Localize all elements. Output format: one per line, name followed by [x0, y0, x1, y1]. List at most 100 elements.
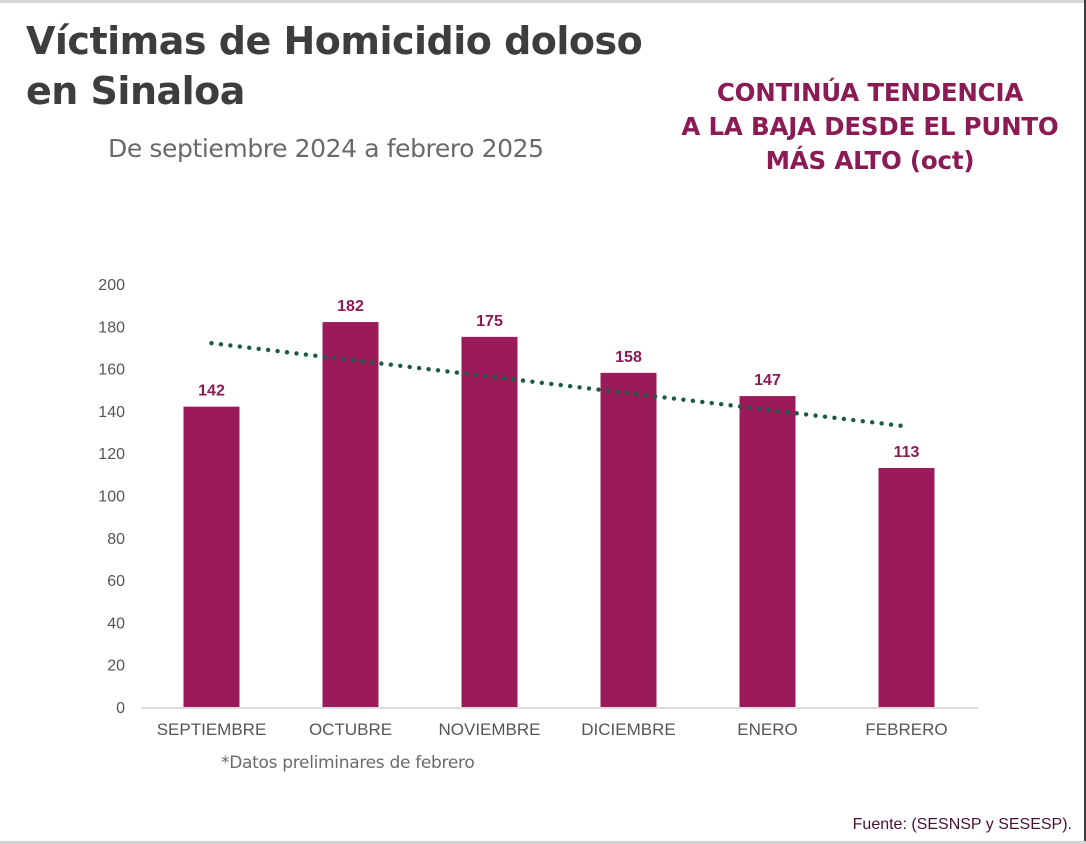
y-tick-label: 120	[98, 446, 125, 463]
x-tick-label: OCTUBRE	[309, 720, 392, 739]
footnote: *Datos preliminares de febrero	[221, 753, 475, 773]
page-title: Víctimas de Homicidio doloso en Sinaloa	[26, 16, 686, 116]
trendline-dot	[747, 405, 752, 410]
trendline-dot	[766, 407, 771, 413]
trendline-dot	[247, 345, 252, 350]
trendline-dot	[313, 353, 318, 358]
bottom-border	[0, 841, 1086, 844]
trendline-dot	[209, 341, 214, 346]
trendline-dot	[832, 415, 837, 420]
x-tick-label: DICIEMBRE	[581, 720, 675, 739]
trendline-dot	[407, 364, 412, 370]
bar	[878, 468, 935, 707]
source-note: Fuente: (SESNSP y SESESP).	[852, 816, 1072, 833]
trendline-dot	[851, 417, 856, 423]
trendline-dot	[473, 372, 478, 378]
title-line-1: Víctimas de Homicidio doloso	[26, 19, 643, 63]
trendline-dot	[794, 411, 799, 416]
right-border	[1084, 0, 1086, 844]
trendline-dot	[530, 379, 535, 384]
trendline-dot	[426, 367, 431, 372]
trendline-dot	[577, 385, 582, 390]
trendline-dot	[275, 348, 280, 354]
y-tick-label: 100	[98, 489, 125, 506]
trendline-dot	[379, 361, 384, 366]
trendline-dot	[737, 404, 743, 409]
data-label: 182	[337, 298, 364, 315]
bar	[461, 336, 518, 707]
trendline-dot	[549, 381, 554, 387]
x-tick-label: FEBRERO	[865, 720, 947, 739]
callout-line-1: CONTINÚA TENDENCIA	[716, 78, 1024, 107]
trendline-dot	[813, 413, 818, 418]
trendline-dot	[728, 403, 733, 408]
callout-line-2: A LA BAJA DESDE EL PUNTO	[681, 112, 1059, 141]
x-tick-label: ENERO	[737, 720, 797, 739]
trendline-dot	[539, 380, 545, 385]
bar	[183, 406, 240, 707]
data-label: 147	[754, 372, 781, 389]
data-label: 158	[615, 349, 642, 366]
trendline-dot	[643, 392, 648, 398]
y-tick-label: 140	[98, 404, 125, 421]
trendline-dot	[501, 376, 507, 381]
trendline-dot	[360, 359, 365, 364]
trendline-dot	[464, 371, 469, 376]
trendline-dot	[869, 420, 875, 425]
trendline-dot	[718, 402, 724, 407]
trendline-dot	[624, 390, 629, 396]
trendline-dot	[511, 377, 516, 382]
bar	[739, 396, 796, 707]
trendline-dot	[558, 382, 563, 388]
trendline-dot	[662, 395, 667, 400]
trendline-dot	[398, 363, 403, 369]
data-labels: 142 182 175 158 147 113	[198, 298, 919, 461]
trendline-dot	[596, 387, 601, 392]
trendline-dot	[322, 354, 327, 359]
subtitle: De septiembre 2024 a febrero 2025	[108, 134, 544, 163]
trendline-dot	[615, 389, 620, 395]
trendline-dot	[445, 369, 450, 374]
trendline-dot	[331, 355, 337, 361]
trendline-dot	[483, 373, 488, 379]
trendline-dot	[369, 360, 375, 365]
trendline-dot	[605, 388, 611, 393]
trendline-dot	[756, 406, 762, 411]
data-label: 142	[198, 383, 225, 400]
trendline-dot	[879, 421, 884, 426]
y-tick-label: 60	[107, 573, 125, 590]
trendline-dot	[520, 378, 526, 383]
trendline-dot	[841, 416, 847, 422]
bar	[600, 372, 657, 707]
trendline-dot	[435, 368, 441, 373]
trendline-dot	[671, 396, 677, 401]
trendline-dot	[237, 344, 243, 349]
trendline-dot	[586, 386, 592, 391]
y-axis: 0 20 40 60 80 100 120 140 160 180 200	[98, 277, 125, 717]
trendline-dot	[652, 394, 658, 399]
x-tick-label: NOVIEMBRE	[438, 720, 540, 739]
trendline-dot	[265, 347, 271, 353]
y-tick-label: 0	[116, 700, 125, 717]
trendline-dot	[634, 391, 639, 397]
y-tick-label: 160	[98, 362, 125, 379]
trendline-dot	[454, 370, 460, 375]
trendline-dot	[218, 342, 224, 347]
trendline-dot	[303, 352, 309, 357]
x-axis: SEPTIEMBRE OCTUBRE NOVIEMBRE DICIEMBRE ENERO…	[157, 720, 948, 739]
y-tick-label: 40	[107, 615, 125, 632]
trendline-dot	[294, 351, 299, 356]
trendline	[209, 341, 903, 428]
trendline-dot	[341, 356, 346, 362]
trendline-dot	[775, 408, 781, 414]
trendline-dot	[898, 423, 903, 428]
bar	[322, 322, 379, 707]
y-tick-label: 80	[107, 531, 125, 548]
trendline-dot	[860, 418, 865, 424]
trendline-dot	[888, 422, 894, 427]
trendline-dot	[822, 414, 828, 419]
trendline-dot	[709, 400, 714, 406]
bars	[183, 322, 935, 707]
trendline-dot	[284, 350, 290, 355]
trendline-dot	[228, 343, 233, 348]
